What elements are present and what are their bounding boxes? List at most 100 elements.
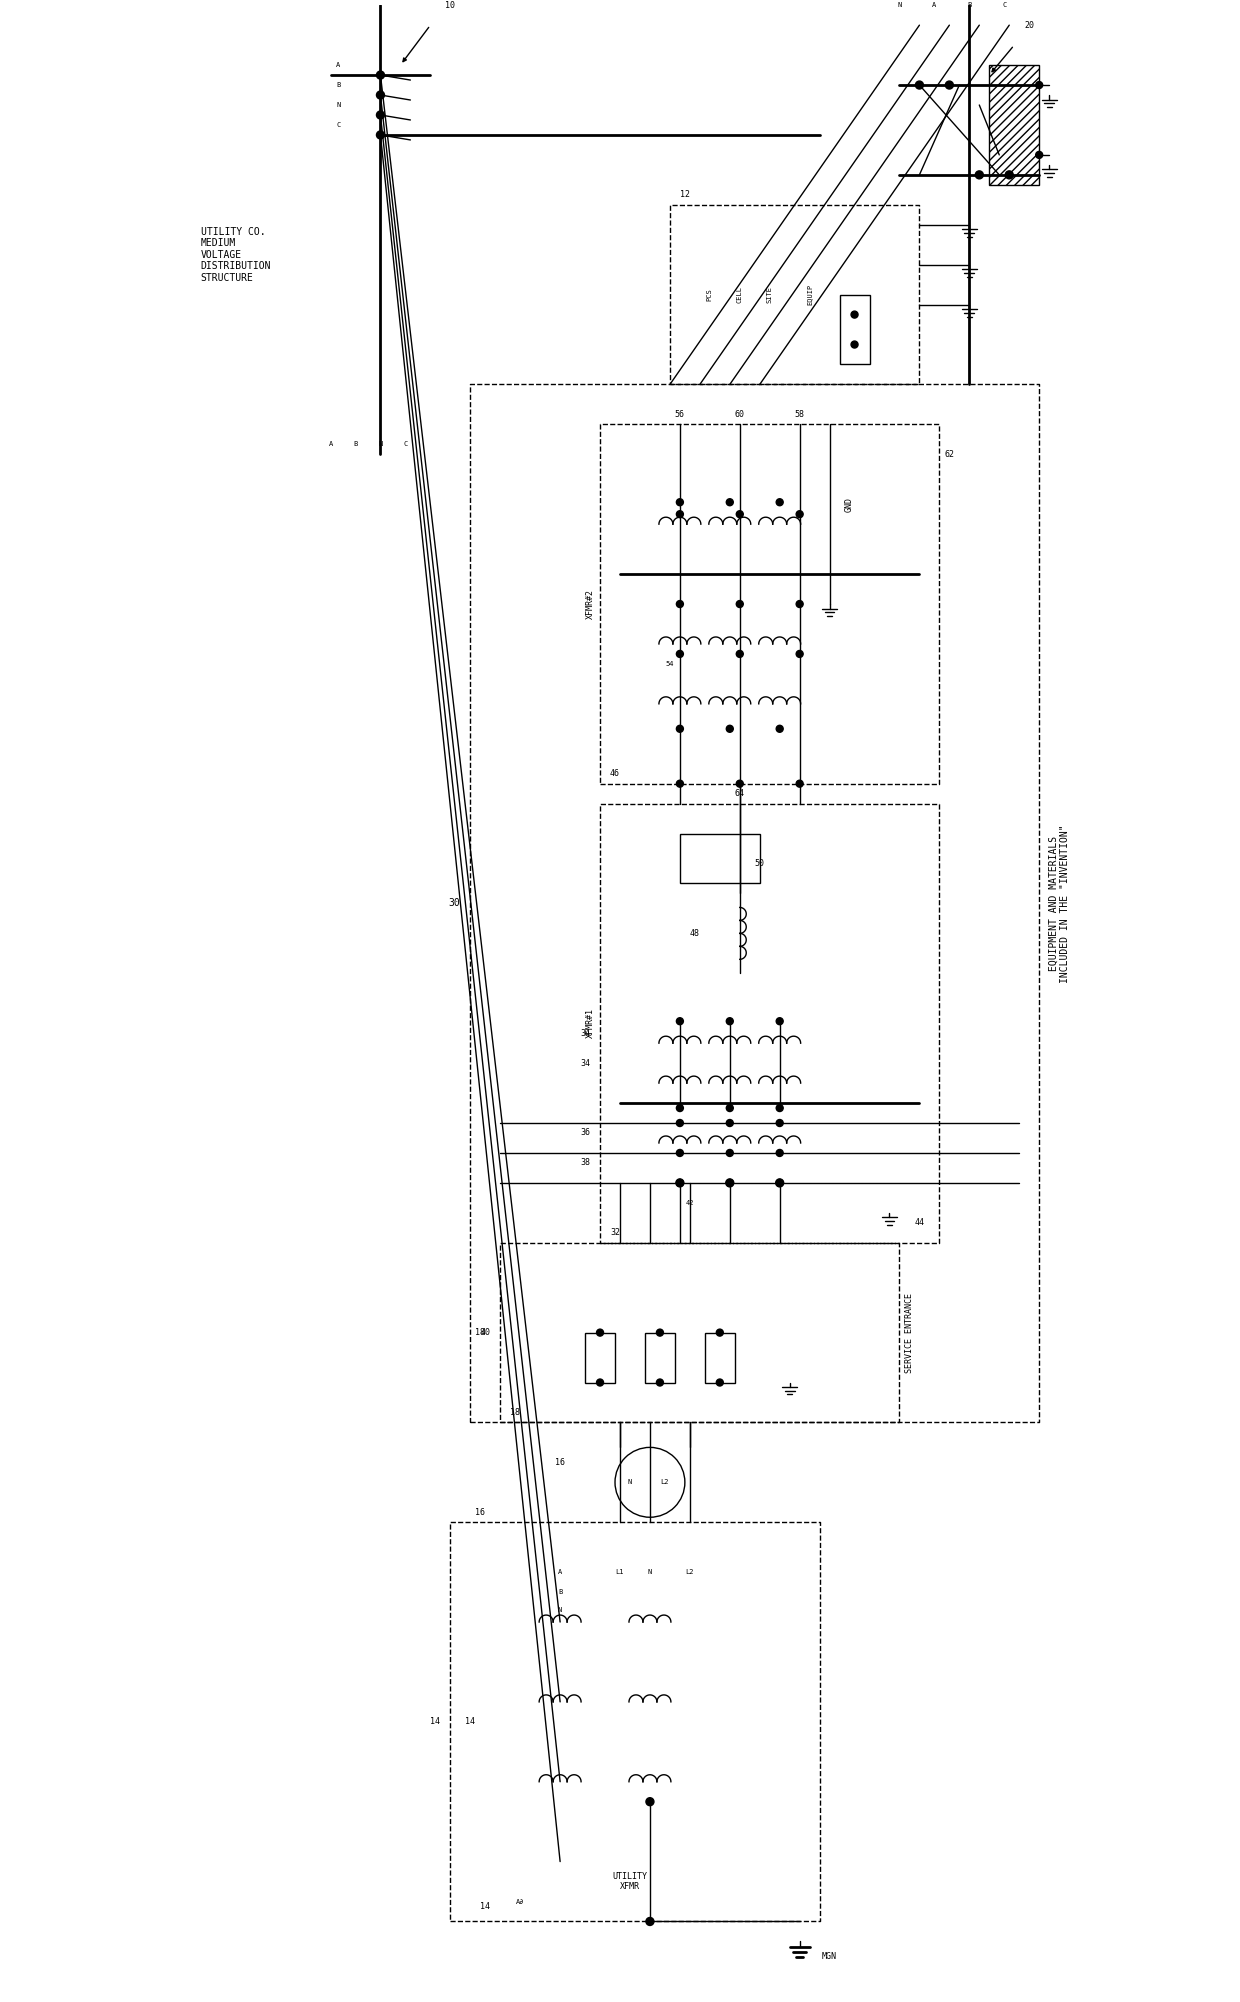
Text: 18: 18 [475, 1327, 485, 1337]
Text: 38: 38 [580, 1159, 590, 1167]
Text: 20: 20 [1024, 20, 1034, 30]
Circle shape [776, 1105, 784, 1111]
Circle shape [976, 170, 983, 178]
Circle shape [646, 1918, 653, 1926]
Text: A: A [329, 440, 332, 446]
Circle shape [727, 1105, 733, 1111]
Circle shape [676, 498, 683, 507]
Circle shape [851, 310, 858, 318]
Text: SITE: SITE [766, 286, 773, 302]
Circle shape [727, 1119, 733, 1127]
Circle shape [377, 70, 384, 78]
Text: EQUIPMENT AND MATERIALS
INCLUDED IN THE "INVENTION": EQUIPMENT AND MATERIALS INCLUDED IN THE … [1048, 825, 1070, 983]
Bar [645, 1333, 675, 1383]
Circle shape [676, 511, 683, 519]
Circle shape [737, 651, 743, 657]
Circle shape [737, 781, 743, 787]
Text: B: B [336, 82, 341, 88]
Bar [680, 833, 760, 883]
Text: 16: 16 [556, 1457, 565, 1467]
Text: MGN: MGN [822, 1952, 837, 1960]
Text: N: N [378, 440, 383, 446]
Circle shape [851, 340, 858, 348]
Circle shape [796, 511, 804, 519]
Text: 36: 36 [580, 1129, 590, 1137]
Circle shape [725, 1179, 734, 1187]
Circle shape [796, 781, 804, 787]
Text: N: N [627, 1479, 632, 1485]
Circle shape [776, 725, 784, 733]
Text: PCS: PCS [707, 288, 713, 300]
Circle shape [776, 1179, 784, 1187]
Circle shape [676, 725, 683, 733]
Text: 34: 34 [580, 1029, 590, 1037]
Circle shape [717, 1329, 723, 1335]
Bar [990, 66, 1039, 184]
Text: 62: 62 [945, 450, 955, 458]
Text: 40: 40 [480, 1327, 490, 1337]
Text: 14: 14 [480, 1902, 490, 1912]
Text: UTILITY CO.
MEDIUM
VOLTAGE
DISTRIBUTION
STRUCTURE: UTILITY CO. MEDIUM VOLTAGE DISTRIBUTION … [201, 226, 272, 282]
Circle shape [796, 601, 804, 607]
Circle shape [727, 1179, 733, 1187]
Text: XFMR#1: XFMR#1 [585, 1009, 594, 1039]
Text: C: C [403, 440, 408, 446]
Text: 56: 56 [675, 410, 684, 418]
Circle shape [737, 601, 743, 607]
Text: 44: 44 [914, 1219, 924, 1227]
Text: 14: 14 [465, 1718, 475, 1726]
Text: C: C [336, 122, 341, 128]
Circle shape [1035, 82, 1043, 88]
Text: 54: 54 [666, 661, 675, 667]
Text: 12: 12 [680, 190, 689, 200]
Circle shape [676, 1179, 683, 1187]
Circle shape [596, 1329, 604, 1335]
Text: SERVICE ENTRANCE: SERVICE ENTRANCE [905, 1293, 914, 1373]
Text: 60: 60 [735, 410, 745, 418]
Bar [704, 1333, 735, 1383]
Circle shape [656, 1379, 663, 1385]
Text: 58: 58 [795, 410, 805, 418]
Text: 64: 64 [735, 789, 745, 799]
Text: GND: GND [844, 496, 854, 513]
Circle shape [656, 1329, 663, 1335]
Text: 10: 10 [445, 0, 455, 10]
Circle shape [717, 1379, 723, 1385]
Circle shape [676, 1017, 683, 1025]
Circle shape [776, 1119, 784, 1127]
Circle shape [727, 1017, 733, 1025]
Text: N: N [898, 2, 901, 8]
Text: A: A [558, 1570, 562, 1576]
Circle shape [727, 1149, 733, 1157]
Text: L1: L1 [616, 1570, 624, 1576]
Text: L2: L2 [686, 1570, 694, 1576]
Text: 18: 18 [510, 1407, 521, 1417]
Circle shape [377, 130, 384, 138]
Text: A∂: A∂ [516, 1898, 525, 1904]
Circle shape [676, 1119, 683, 1127]
Bar [585, 1333, 615, 1383]
Text: EQUIP: EQUIP [807, 284, 812, 304]
Text: N: N [558, 1608, 562, 1614]
Circle shape [945, 80, 954, 88]
Text: 50: 50 [755, 859, 765, 869]
Circle shape [776, 498, 784, 507]
Circle shape [776, 1179, 784, 1187]
Circle shape [676, 781, 683, 787]
Circle shape [377, 110, 384, 118]
Circle shape [646, 1798, 653, 1806]
Circle shape [676, 1179, 684, 1187]
Text: B: B [967, 2, 971, 8]
Text: C: C [1002, 2, 1007, 8]
Text: 46: 46 [610, 769, 620, 779]
Circle shape [1006, 170, 1013, 178]
Circle shape [727, 725, 733, 733]
Text: 30: 30 [449, 899, 460, 909]
Text: 48: 48 [689, 929, 699, 937]
Circle shape [377, 90, 384, 98]
Circle shape [727, 498, 733, 507]
Text: N: N [336, 102, 341, 108]
Circle shape [676, 1105, 683, 1111]
Text: UTILITY
XFMR: UTILITY XFMR [613, 1872, 647, 1892]
Circle shape [596, 1379, 604, 1385]
